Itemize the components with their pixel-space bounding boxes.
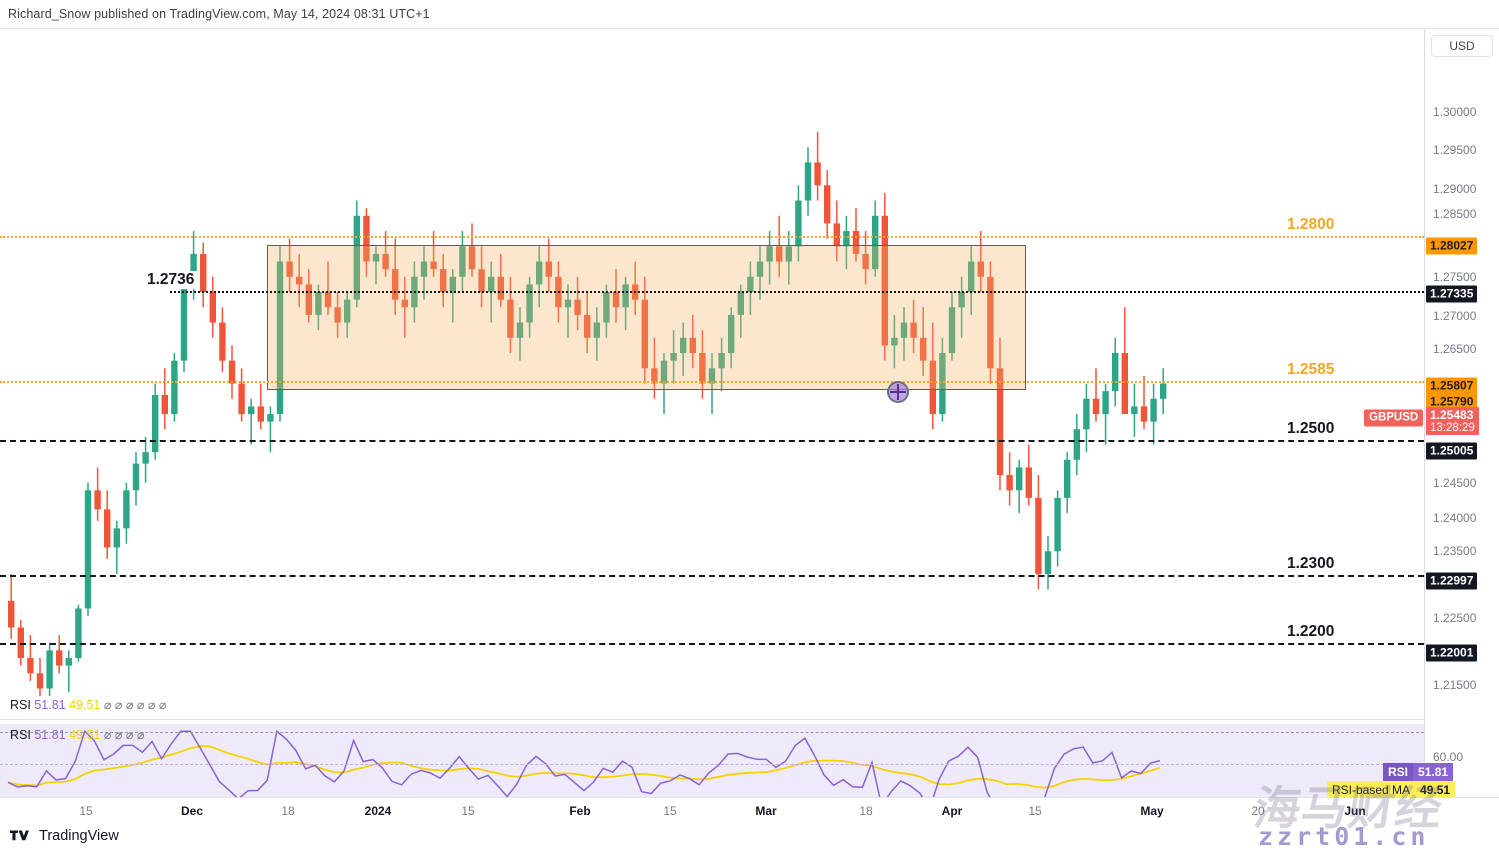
time-tick: May (1140, 804, 1164, 818)
price-level-badge: 1.22997 (1426, 572, 1478, 590)
time-tick: Jun (1344, 804, 1366, 818)
time-tick: Feb (569, 804, 591, 818)
rsi-lines (7, 729, 1161, 797)
publish-credit-line: Richard_Snow published on TradingView.co… (8, 7, 430, 21)
resistance-1-2800-line[interactable] (0, 236, 1424, 238)
time-tick: 15 (1028, 804, 1042, 818)
time-tick: Dec (180, 804, 204, 818)
rsi-value-badge: RSI 51.81 (1383, 763, 1454, 781)
rsi-badge-name: RSI (1383, 763, 1414, 781)
price-tick: 1.26500 (1433, 342, 1477, 356)
price-level-badge: 1.25005 (1426, 442, 1478, 460)
rsi-ma-legend-inside-value: 49.51 (69, 728, 101, 742)
high-1-2736-line[interactable] (170, 291, 1424, 293)
breakdown-marker[interactable] (887, 381, 909, 403)
price-tick: 1.23500 (1433, 544, 1477, 558)
rsi-legend-inside-title: RSI (10, 728, 31, 742)
rsi-legend-top: RSI 51.81 49.51 ⌀ ⌀ ⌀ ⌀ ⌀ ⌀ (10, 697, 166, 712)
consolidation-range-box (267, 245, 1026, 390)
time-tick: Mar (755, 804, 777, 818)
rsi-overbought-line (0, 732, 1424, 733)
chart-frame: 1.2800 1.2736 1.2585 1.2500 1.2300 1.2200 RSI… (0, 28, 1499, 825)
price-tick: 1.29000 (1433, 182, 1477, 196)
support-1-2300-label: 1.2300 (1283, 555, 1339, 573)
support-1-2300-line[interactable] (0, 575, 1424, 577)
time-axis[interactable]: 15 Dec 18 2024 15 Feb 15 Mar 18 Apr 15 May 20 Jun (0, 797, 1499, 825)
price-level-badge: 1.27335 (1426, 285, 1478, 303)
support-1-2200-label: 1.2200 (1283, 623, 1339, 641)
rsi-ma-badge-value: 49.51 (1415, 781, 1456, 799)
rsi-empty-slots: ⌀ ⌀ ⌀ ⌀ ⌀ ⌀ (103, 698, 167, 712)
price-tick: 1.24000 (1433, 511, 1477, 525)
price-tick: 1.21500 (1433, 678, 1477, 692)
time-tick: Apr (941, 804, 963, 818)
time-tick: 15 (663, 804, 677, 818)
tradingview-brand: TradingView (39, 828, 119, 844)
time-tick: 20 (1251, 804, 1265, 818)
time-tick: 2024 (364, 804, 392, 818)
tradingview-logo-icon (10, 830, 29, 841)
price-tick: 1.29500 (1433, 143, 1477, 157)
currency-chip[interactable]: USD (1431, 35, 1493, 57)
rsi-axis-label-60: 60.00 (1433, 750, 1464, 764)
price-level-badge: 1.25807 (1426, 377, 1478, 395)
symbol-tag: GBPUSD (1364, 409, 1424, 427)
rsi-midline (0, 764, 1424, 765)
time-tick: 18 (859, 804, 873, 818)
time-tick: 15 (79, 804, 93, 818)
time-tick: 18 (281, 804, 295, 818)
price-tick: 1.22500 (1433, 611, 1477, 625)
price-tick: 1.27500 (1433, 270, 1477, 284)
footer-branding[interactable]: TradingView (10, 828, 119, 844)
support-1-2585-line[interactable] (0, 381, 1424, 383)
candlestick-series (8, 131, 1167, 697)
resistance-1-2800-label: 1.2800 (1283, 216, 1339, 234)
rsi-ma-legend-value: 49.51 (69, 698, 101, 712)
price-level-badge: 1.22001 (1426, 644, 1478, 662)
rsi-legend-inside: RSI 51.81 49.51 ⌀ ⌀ ⌀ ⌀ (10, 727, 144, 742)
rsi-legend-value: 51.81 (34, 698, 66, 712)
rsi-badge-value: 51.81 (1413, 763, 1454, 781)
rsi-ma-value-badge: RSI-based MA 49.51 (1327, 781, 1456, 799)
last-price-value: 1.25483 (1430, 408, 1474, 422)
price-tick: 1.28500 (1433, 207, 1477, 221)
bar-countdown: 13:28:29 (1430, 422, 1475, 434)
rsi-empty-slots-inside: ⌀ ⌀ ⌀ ⌀ (103, 728, 145, 742)
support-1-2500-line[interactable] (0, 440, 1424, 442)
support-1-2585-label: 1.2585 (1283, 361, 1339, 379)
rsi-legend-title: RSI (10, 698, 31, 712)
time-tick: 15 (461, 804, 475, 818)
watermark-url: zzrt01.cn (1258, 822, 1430, 851)
support-1-2500-label: 1.2500 (1283, 420, 1339, 438)
price-tick: 1.27000 (1433, 309, 1477, 323)
support-1-2200-line[interactable] (0, 643, 1424, 645)
price-axis[interactable]: USD 1.30000 1.29500 1.29000 1.28500 1.27500 1… (1327, 29, 1499, 799)
price-level-badge: 1.28027 (1426, 237, 1478, 255)
price-plot-area[interactable]: 1.2800 1.2736 1.2585 1.2500 1.2300 1.2200 RSI… (0, 29, 1424, 797)
price-tick: 1.30000 (1433, 105, 1477, 119)
rsi-pane-divider (0, 719, 1424, 720)
price-level-badge: 1.25790 (1426, 393, 1478, 411)
high-1-2736-label: 1.2736 (143, 271, 199, 289)
price-tick: 1.24500 (1433, 476, 1477, 490)
last-price-badge: 1.25483 13:28:29 (1426, 407, 1479, 435)
rsi-pane[interactable] (0, 724, 1424, 797)
rsi-ma-badge-name: RSI-based MA (1327, 781, 1416, 799)
rsi-legend-inside-value: 51.81 (34, 728, 66, 742)
